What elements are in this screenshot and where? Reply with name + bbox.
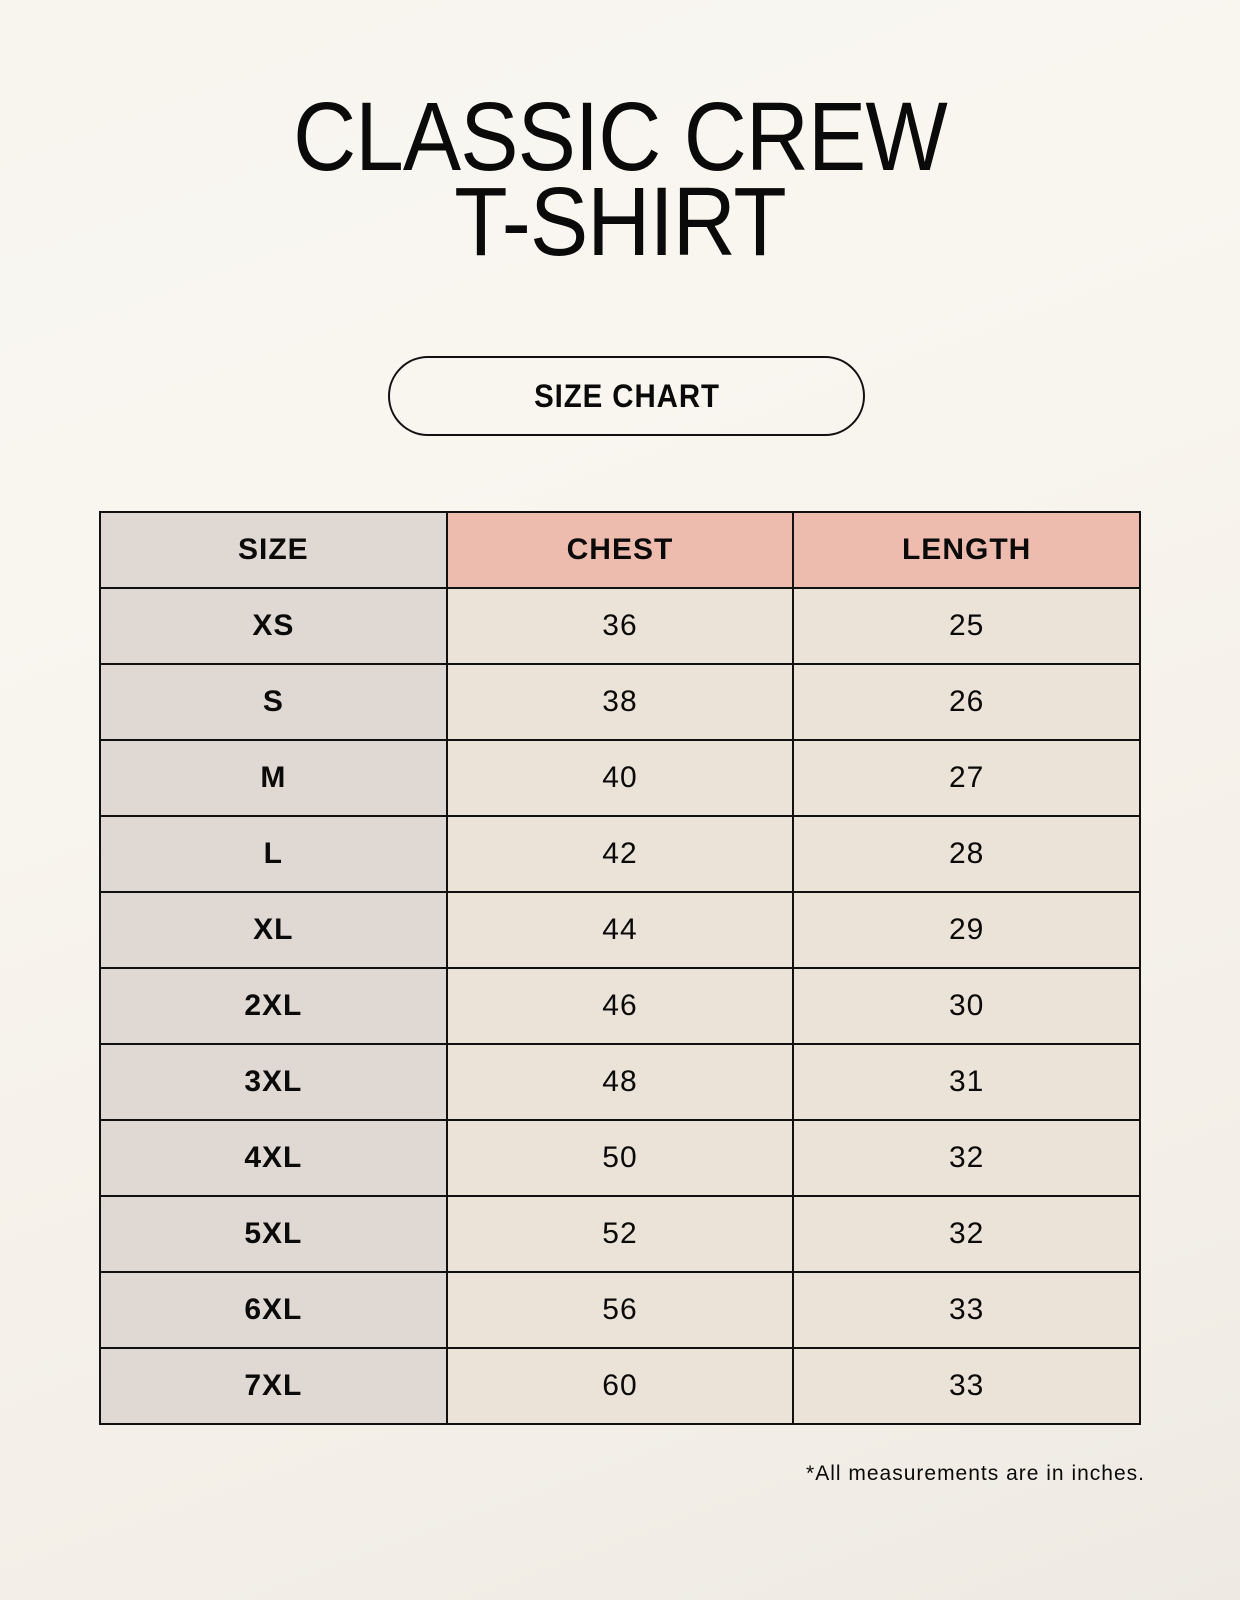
cell-length: 28 (792, 815, 1141, 893)
table-row: L 42 28 (99, 815, 1141, 893)
cell-length: 33 (792, 1271, 1141, 1349)
title-line-1: CLASSIC CREW (293, 82, 948, 191)
cell-size: XS (99, 587, 448, 665)
cell-length: 32 (792, 1119, 1141, 1197)
table-row: XL 44 29 (99, 891, 1141, 969)
table-header-row: SIZE CHEST LENGTH (99, 511, 1141, 589)
cell-size: 3XL (99, 1043, 448, 1121)
title-line-2: T-SHIRT (454, 167, 787, 276)
cell-chest: 40 (445, 739, 795, 817)
cell-chest: 56 (445, 1271, 795, 1349)
cell-chest: 44 (445, 891, 795, 969)
cell-chest: 36 (445, 587, 795, 665)
cell-chest: 38 (445, 663, 795, 741)
cell-length: 33 (792, 1347, 1141, 1425)
cell-chest: 52 (445, 1195, 795, 1273)
header-size: SIZE (99, 511, 448, 589)
cell-size: 7XL (99, 1347, 448, 1425)
cell-size: L (99, 815, 448, 893)
cell-length: 30 (792, 967, 1141, 1045)
footnote: *All measurements are in inches. (806, 1462, 1145, 1485)
size-table: SIZE CHEST LENGTH XS 36 25 S 38 26 M 40 27 L 42 28 X… (99, 511, 1141, 1425)
header-length: LENGTH (792, 511, 1141, 589)
cell-chest: 48 (445, 1043, 795, 1121)
cell-length: 25 (792, 587, 1141, 665)
cell-chest: 60 (445, 1347, 795, 1425)
table-row: 3XL 48 31 (99, 1043, 1141, 1121)
table-row: 7XL 60 33 (99, 1347, 1141, 1425)
size-chart-badge: SIZE CHART (388, 356, 865, 436)
header-chest: CHEST (445, 511, 795, 589)
table-row: M 40 27 (99, 739, 1141, 817)
table-row: 2XL 46 30 (99, 967, 1141, 1045)
page-title: CLASSIC CREW T-SHIRT (0, 82, 1240, 276)
cell-chest: 46 (445, 967, 795, 1045)
cell-length: 26 (792, 663, 1141, 741)
cell-length: 32 (792, 1195, 1141, 1273)
cell-length: 29 (792, 891, 1141, 969)
cell-length: 31 (792, 1043, 1141, 1121)
table-row: 5XL 52 32 (99, 1195, 1141, 1273)
table-row: 4XL 50 32 (99, 1119, 1141, 1197)
table-row: XS 36 25 (99, 587, 1141, 665)
cell-chest: 42 (445, 815, 795, 893)
cell-size: S (99, 663, 448, 741)
size-chart-label: SIZE CHART (533, 377, 720, 414)
cell-size: 4XL (99, 1119, 448, 1197)
cell-length: 27 (792, 739, 1141, 817)
cell-chest: 50 (445, 1119, 795, 1197)
table-row: S 38 26 (99, 663, 1141, 741)
cell-size: M (99, 739, 448, 817)
cell-size: 2XL (99, 967, 448, 1045)
cell-size: 6XL (99, 1271, 448, 1349)
cell-size: XL (99, 891, 448, 969)
table-row: 6XL 56 33 (99, 1271, 1141, 1349)
cell-size: 5XL (99, 1195, 448, 1273)
